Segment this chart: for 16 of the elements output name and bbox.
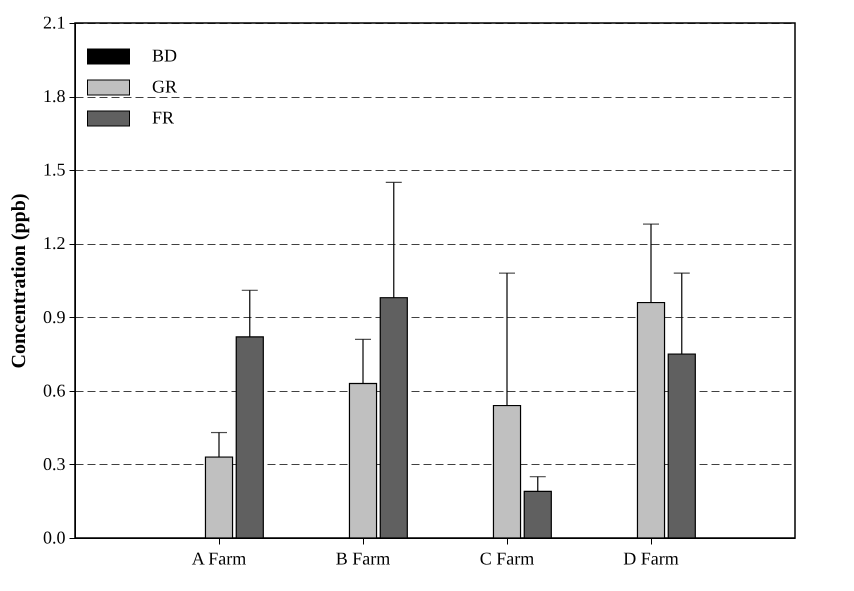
y-tick-label: 0.0 <box>43 528 66 548</box>
y-tick-label: 1.8 <box>43 86 66 106</box>
y-tick-label: 2.1 <box>43 12 66 32</box>
legend-label: BD <box>152 46 178 66</box>
y-tick-label: 0.3 <box>43 454 66 474</box>
y-tick-label: 0.9 <box>43 306 66 327</box>
legend-label: GR <box>152 76 178 96</box>
legend-label: FR <box>152 108 174 128</box>
x-tick-label: D Farm <box>623 548 679 568</box>
y-axis-title: Concentration (ppb) <box>8 193 30 369</box>
y-tick-label: 1.2 <box>43 233 66 254</box>
x-tick-label: A Farm <box>192 548 246 568</box>
y-tick-label: 0.6 <box>43 380 66 400</box>
x-tick-label: B Farm <box>336 548 390 568</box>
x-tick-label: C Farm <box>480 548 534 568</box>
y-tick-label: 1.5 <box>43 160 66 180</box>
